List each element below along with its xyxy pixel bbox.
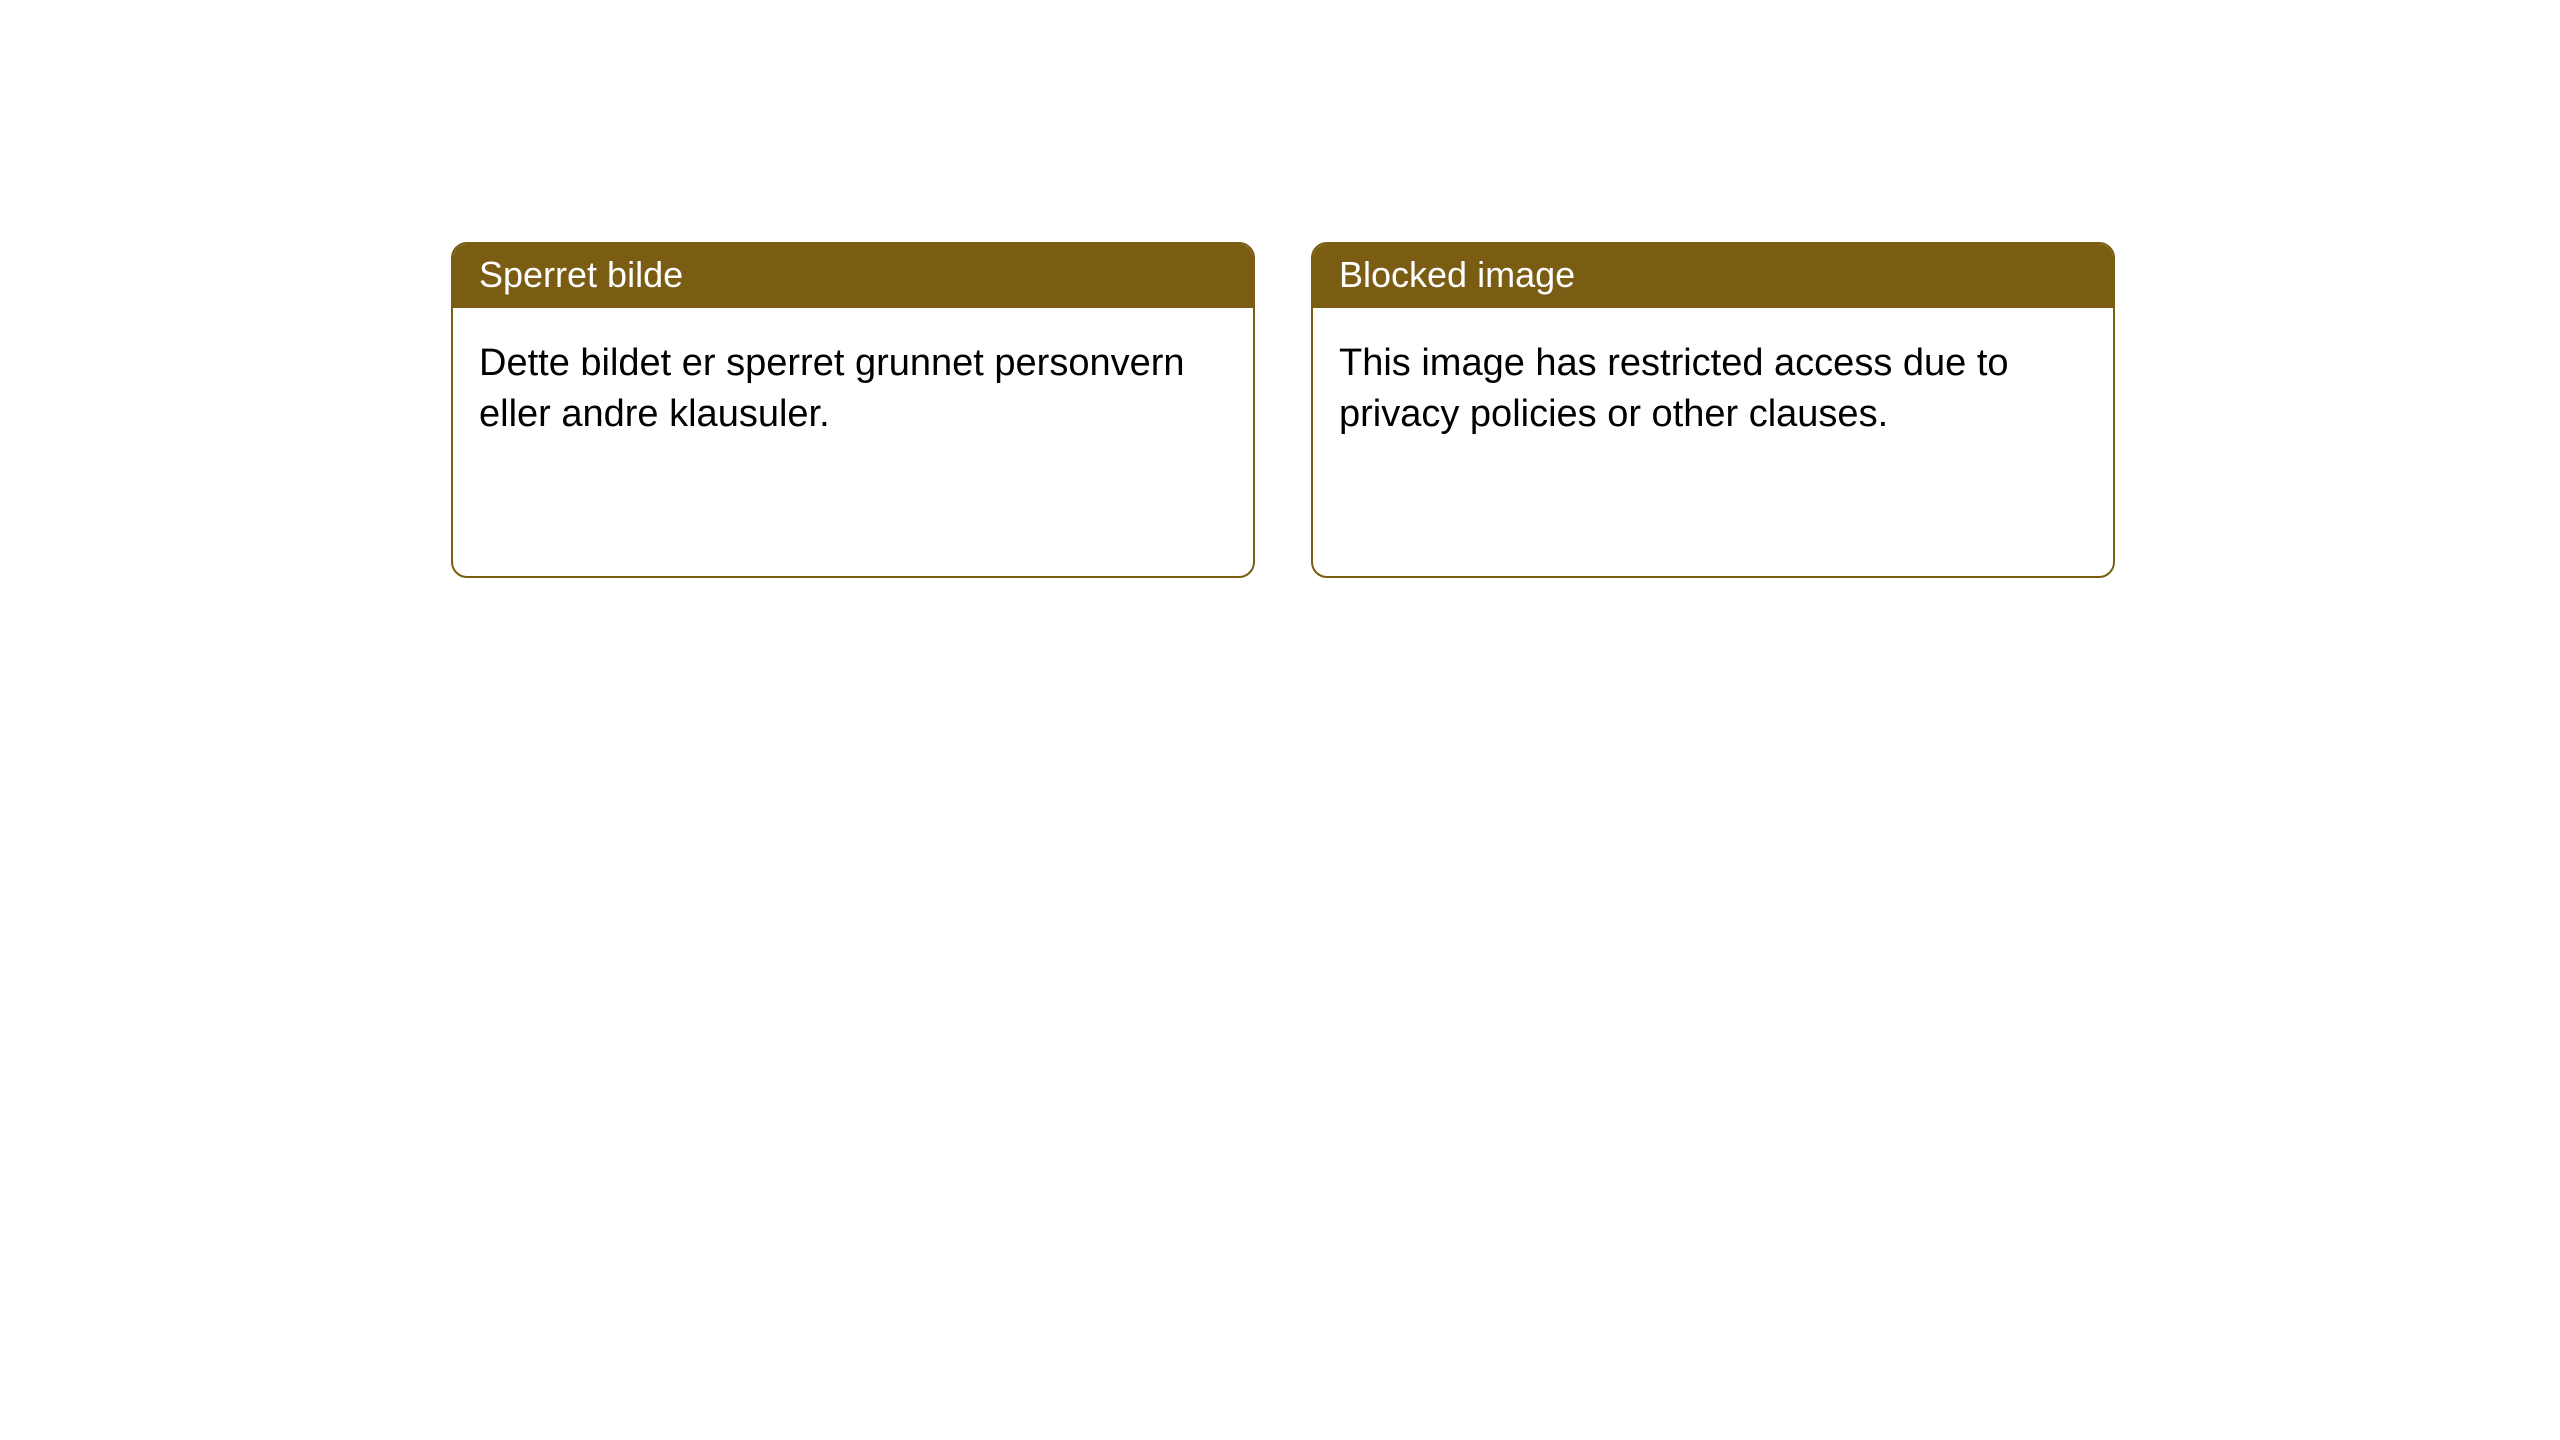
notice-body: Dette bildet er sperret grunnet personve… bbox=[453, 308, 1253, 471]
notice-title: Blocked image bbox=[1339, 254, 1575, 295]
notice-header: Blocked image bbox=[1313, 244, 2113, 308]
notice-header: Sperret bilde bbox=[453, 244, 1253, 308]
notice-card-english: Blocked image This image has restricted … bbox=[1311, 242, 2115, 578]
notice-message: This image has restricted access due to … bbox=[1339, 342, 2009, 435]
notice-message: Dette bildet er sperret grunnet personve… bbox=[479, 342, 1185, 435]
notice-title: Sperret bilde bbox=[479, 254, 683, 295]
notice-body: This image has restricted access due to … bbox=[1313, 308, 2113, 471]
notice-card-norwegian: Sperret bilde Dette bildet er sperret gr… bbox=[451, 242, 1255, 578]
notice-container: Sperret bilde Dette bildet er sperret gr… bbox=[0, 0, 2560, 578]
